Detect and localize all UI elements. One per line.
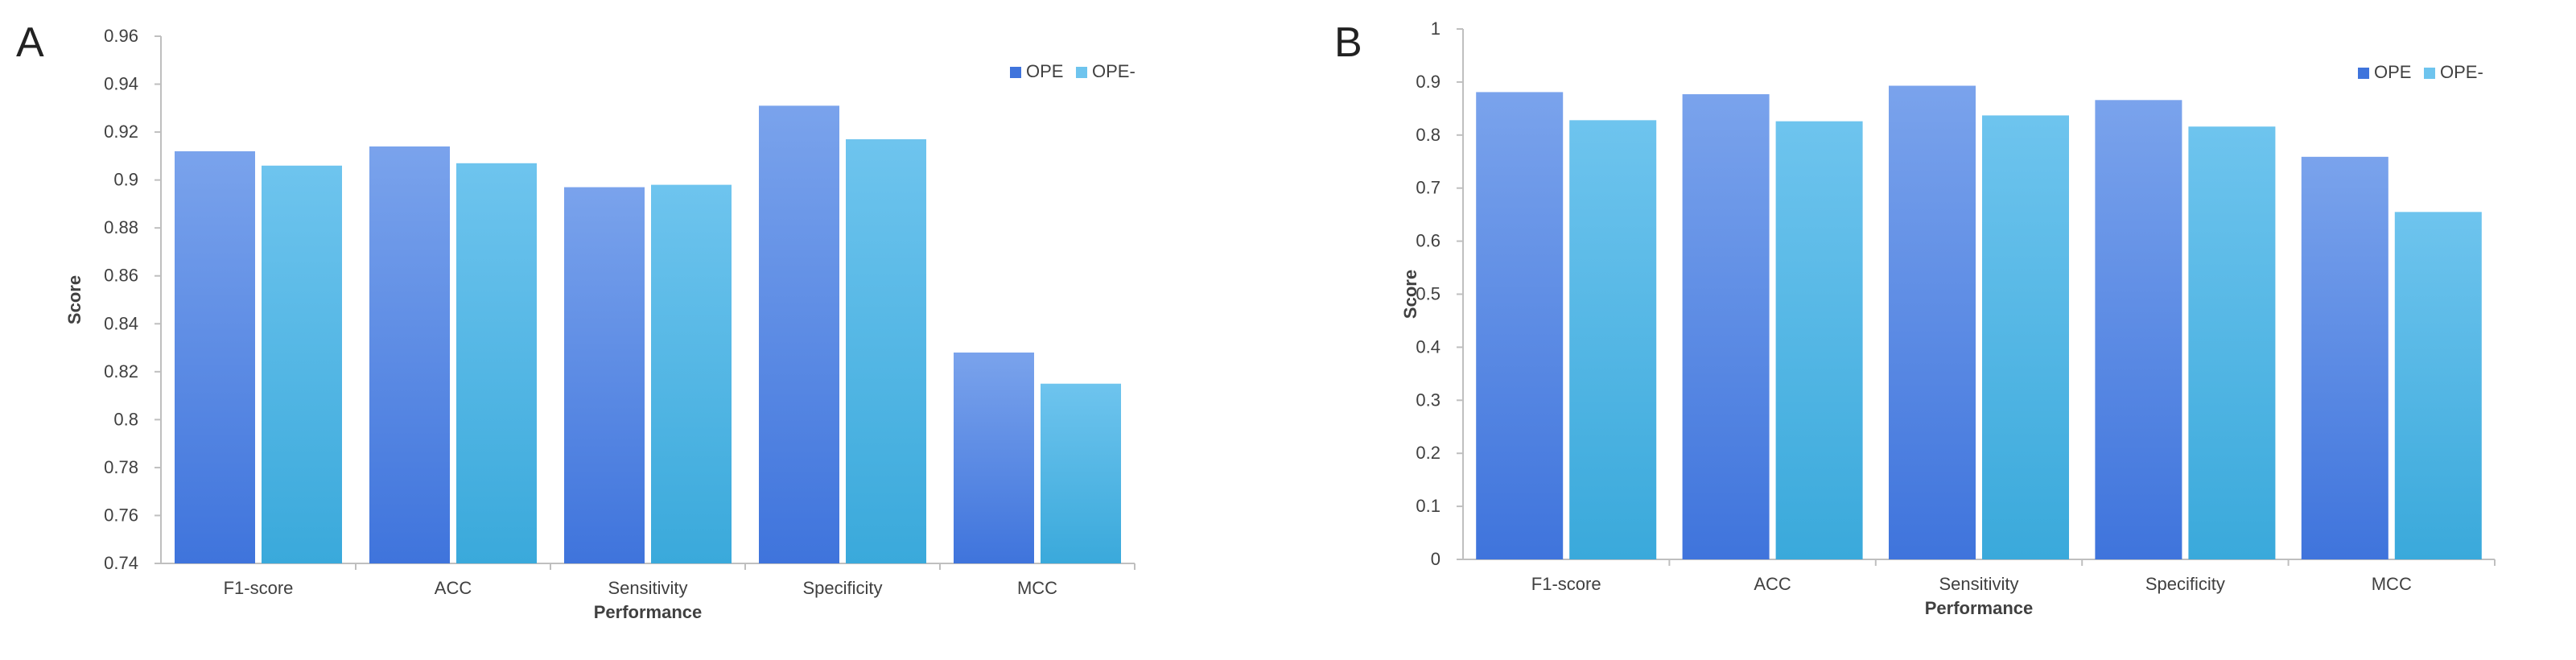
y-tick-label: 0.82 (104, 361, 138, 382)
chart-a-svg: A 0.74 0.76 0.78 0.8 0.82 0.84 0.86 0.88 0.9 0.92 0… (16, 19, 1136, 622)
bar-ope-specificity (2095, 100, 2182, 559)
bar-opeminus-sensitivity (651, 184, 732, 563)
bar-opeminus-sensitivity (1982, 115, 2069, 560)
legend-swatch-ope (1010, 67, 1021, 78)
y-tick-label: 0.7 (1416, 178, 1440, 198)
bar-opeminus-acc (1775, 121, 1863, 559)
y-tick-label: 0.76 (104, 505, 138, 525)
y-tick-label: 0 (1431, 549, 1440, 569)
y-tick-label: 0.94 (104, 74, 138, 94)
y-tick-label: 0.4 (1416, 336, 1440, 357)
x-tick-label: F1-score (224, 578, 294, 598)
bar-ope-sensitivity (1889, 85, 1976, 559)
legend-label: OPE- (1092, 61, 1136, 81)
bar-ope-f1-score (1476, 92, 1564, 559)
bar-ope-sensitivity (564, 187, 645, 563)
panel-label: B (1334, 19, 1362, 66)
x-axis-title: Performance (594, 602, 703, 622)
chart-panel-a: A 0.74 0.76 0.78 0.8 0.82 0.84 0.86 0.88 0.9 0.92 0… (0, 0, 1288, 656)
y-tick-label: 0.78 (104, 457, 138, 477)
y-axis-title: Score (1400, 270, 1420, 319)
bar-ope-mcc (954, 353, 1034, 563)
y-tick-label: 0.2 (1416, 443, 1440, 463)
chart-panel-b: B 0 0.1 0.2 0.3 0.4 0.5 0.6 0.7 0.8 0.9 1 F1-score AC… (1288, 0, 2576, 656)
y-tick-label: 0.8 (1416, 125, 1440, 145)
y-axis-title: Score (64, 275, 84, 324)
legend-label: OPE (2374, 62, 2411, 82)
bar-ope-f1-score (175, 151, 255, 564)
y-tick-label: 0.96 (104, 26, 138, 46)
bar-ope-specificity (759, 105, 839, 563)
y-tick-label: 0.84 (104, 313, 138, 333)
legend-label: OPE (1026, 61, 1063, 81)
bar-ope-acc (1682, 94, 1770, 559)
y-tick-label: 0.8 (113, 409, 138, 429)
y-tick-label: 0.74 (104, 553, 138, 573)
bar-opeminus-acc (456, 163, 537, 563)
y-tick-label: 0.88 (104, 217, 138, 237)
x-axis-title: Performance (1925, 598, 2034, 618)
bar-ope-acc (369, 146, 450, 564)
y-tick-label: 0.3 (1416, 390, 1440, 410)
bar-opeminus-f1-score (1569, 120, 1657, 559)
x-tick-label: MCC (2372, 574, 2412, 594)
y-tick-label: 0.9 (113, 170, 138, 190)
x-tick-label: ACC (435, 578, 472, 598)
x-tick-label: Sensitivity (608, 578, 687, 598)
legend-swatch-opeminus (1076, 67, 1087, 78)
bar-opeminus-f1-score (262, 165, 342, 564)
y-tick-label: 0.86 (104, 266, 138, 286)
bar-ope-mcc (2301, 156, 2388, 559)
legend-swatch-opeminus (2424, 68, 2435, 79)
panel-label: A (16, 19, 44, 66)
y-tick-label: 0.1 (1416, 496, 1440, 516)
y-tick-label: 0.92 (104, 122, 138, 142)
x-tick-label: Specificity (2145, 574, 2225, 594)
x-tick-label: ACC (1754, 574, 1791, 594)
bar-opeminus-mcc (2394, 212, 2482, 559)
bar-opeminus-specificity (846, 139, 926, 564)
y-tick-label: 1 (1431, 19, 1440, 39)
x-tick-label: Sensitivity (1939, 574, 2018, 594)
chart-b-svg: B 0 0.1 0.2 0.3 0.4 0.5 0.6 0.7 0.8 0.9 1 F1-score AC… (1334, 19, 2496, 618)
bar-opeminus-mcc (1041, 383, 1121, 563)
legend-swatch-ope (2358, 68, 2369, 79)
legend-label: OPE- (2440, 62, 2483, 82)
y-tick-label: 0.6 (1416, 231, 1440, 251)
x-tick-label: F1-score (1531, 574, 1601, 594)
bar-opeminus-specificity (2188, 126, 2276, 560)
y-tick-label: 0.9 (1416, 72, 1440, 92)
y-tick-label: 0.5 (1416, 284, 1440, 304)
x-tick-label: Specificity (802, 578, 882, 598)
x-tick-label: MCC (1017, 578, 1057, 598)
